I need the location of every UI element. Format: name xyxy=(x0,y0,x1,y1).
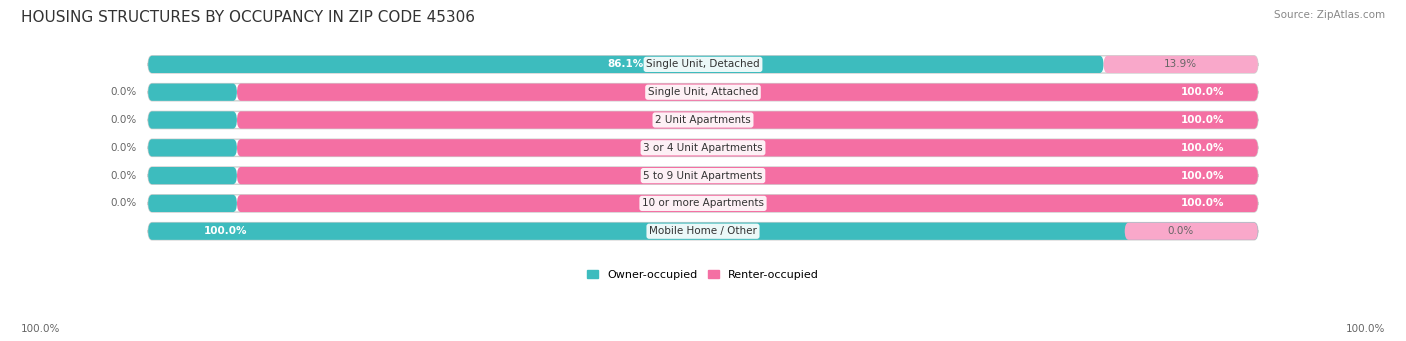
FancyBboxPatch shape xyxy=(148,112,1258,129)
FancyBboxPatch shape xyxy=(148,84,238,101)
Legend: Owner-occupied, Renter-occupied: Owner-occupied, Renter-occupied xyxy=(582,265,824,284)
Text: 100.0%: 100.0% xyxy=(1181,87,1225,97)
Text: 86.1%: 86.1% xyxy=(607,59,644,69)
FancyBboxPatch shape xyxy=(148,167,1258,184)
Text: Single Unit, Attached: Single Unit, Attached xyxy=(648,87,758,97)
FancyBboxPatch shape xyxy=(148,56,1258,73)
Text: HOUSING STRUCTURES BY OCCUPANCY IN ZIP CODE 45306: HOUSING STRUCTURES BY OCCUPANCY IN ZIP C… xyxy=(21,10,475,25)
Text: 100.0%: 100.0% xyxy=(204,226,247,236)
FancyBboxPatch shape xyxy=(1125,223,1258,240)
FancyBboxPatch shape xyxy=(148,112,238,129)
Text: 3 or 4 Unit Apartments: 3 or 4 Unit Apartments xyxy=(643,143,763,153)
FancyBboxPatch shape xyxy=(238,84,1258,101)
Text: 100.0%: 100.0% xyxy=(1181,115,1225,125)
FancyBboxPatch shape xyxy=(148,223,1258,240)
Text: 100.0%: 100.0% xyxy=(1181,143,1225,153)
Text: 100.0%: 100.0% xyxy=(1181,170,1225,181)
Text: 2 Unit Apartments: 2 Unit Apartments xyxy=(655,115,751,125)
Text: 0.0%: 0.0% xyxy=(1167,226,1194,236)
Text: 0.0%: 0.0% xyxy=(111,198,136,208)
Text: Single Unit, Detached: Single Unit, Detached xyxy=(647,59,759,69)
FancyBboxPatch shape xyxy=(148,56,1104,73)
FancyBboxPatch shape xyxy=(148,167,238,184)
Text: 100.0%: 100.0% xyxy=(1181,198,1225,208)
Text: 100.0%: 100.0% xyxy=(21,324,60,334)
FancyBboxPatch shape xyxy=(148,139,1258,157)
FancyBboxPatch shape xyxy=(1104,56,1258,73)
Text: 0.0%: 0.0% xyxy=(111,115,136,125)
Text: 0.0%: 0.0% xyxy=(111,143,136,153)
Text: 100.0%: 100.0% xyxy=(1346,324,1385,334)
FancyBboxPatch shape xyxy=(148,195,238,212)
FancyBboxPatch shape xyxy=(148,139,238,157)
FancyBboxPatch shape xyxy=(238,195,1258,212)
Text: 0.0%: 0.0% xyxy=(111,170,136,181)
Text: 0.0%: 0.0% xyxy=(111,87,136,97)
FancyBboxPatch shape xyxy=(148,195,1258,212)
FancyBboxPatch shape xyxy=(148,223,1258,240)
FancyBboxPatch shape xyxy=(148,84,1258,101)
FancyBboxPatch shape xyxy=(238,112,1258,129)
Text: 5 to 9 Unit Apartments: 5 to 9 Unit Apartments xyxy=(644,170,762,181)
FancyBboxPatch shape xyxy=(238,139,1258,157)
FancyBboxPatch shape xyxy=(238,167,1258,184)
Text: 13.9%: 13.9% xyxy=(1164,59,1198,69)
Text: Source: ZipAtlas.com: Source: ZipAtlas.com xyxy=(1274,10,1385,20)
Text: 10 or more Apartments: 10 or more Apartments xyxy=(643,198,763,208)
Text: Mobile Home / Other: Mobile Home / Other xyxy=(650,226,756,236)
